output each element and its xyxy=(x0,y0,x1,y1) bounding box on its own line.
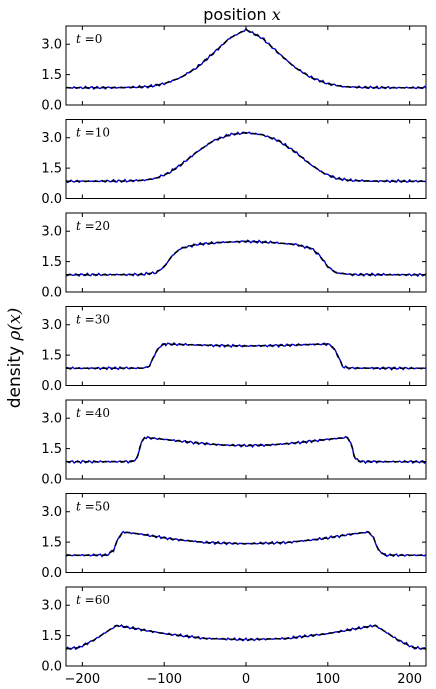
time-label: t =20 xyxy=(76,219,110,233)
y-tick-label: 3.0 xyxy=(41,131,62,146)
time-label: t =30 xyxy=(76,313,110,327)
y-tick-label: 0.0 xyxy=(41,473,62,488)
density-curve-simulation xyxy=(65,239,427,278)
x-tick-label: 200 xyxy=(397,672,422,687)
panel-5: 0.0 1.5 3.0 t =50 xyxy=(41,493,427,581)
y-axis-label: density ρ(x) xyxy=(5,308,25,409)
y-tick-label: 1.5 xyxy=(41,536,62,551)
y-tick-label: 1.5 xyxy=(41,349,62,364)
time-label: t =10 xyxy=(76,126,110,140)
y-tick-label: 0.0 xyxy=(41,99,62,114)
y-tick-label: 1.5 xyxy=(41,162,62,177)
y-tick-label: 3.0 xyxy=(41,225,62,240)
density-curve-theory xyxy=(66,531,426,557)
y-tick-label: 0.0 xyxy=(41,660,62,675)
y-tick-label: 1.5 xyxy=(41,442,62,457)
y-tick-label: 1.5 xyxy=(41,255,62,270)
time-label: t =60 xyxy=(76,593,110,607)
time-label: t =50 xyxy=(76,500,110,514)
time-label: t =40 xyxy=(76,406,110,420)
density-curve-theory xyxy=(66,28,426,89)
y-tick-label: 3.0 xyxy=(41,505,62,520)
panel-2: 0.0 1.5 3.0 t =20 xyxy=(41,212,427,301)
panel-frame xyxy=(65,493,427,573)
x-tick-label: 100 xyxy=(315,672,340,687)
y-tick-label: 0.0 xyxy=(41,379,62,394)
panel-frame xyxy=(65,399,427,480)
panel-frame xyxy=(65,119,427,199)
x-tick-label: −200 xyxy=(65,672,101,687)
density-curve-theory xyxy=(65,624,427,650)
y-tick-label: 0.0 xyxy=(41,192,62,207)
panel-4: 0.0 1.5 3.0 t =40 xyxy=(41,399,427,488)
x-tick-label: 0 xyxy=(242,672,250,687)
density-curve-simulation xyxy=(65,27,427,90)
y-tick-label: 3.0 xyxy=(41,599,62,614)
y-tick-label: 0.0 xyxy=(41,566,62,581)
density-curve-simulation xyxy=(65,435,427,465)
density-curve-theory xyxy=(66,131,426,183)
density-curve-theory xyxy=(66,240,426,276)
time-label: t =0 xyxy=(76,32,102,46)
density-curve-simulation xyxy=(65,342,427,371)
panel-0: 0.0 1.5 3.0 t =0 xyxy=(41,25,427,114)
y-tick-label: 3.0 xyxy=(41,38,62,53)
panel-6: 0.0 1.5 3.0 t =60 xyxy=(41,586,427,675)
panel-1: 0.0 1.5 3.0 t =10 xyxy=(41,119,427,207)
y-tick-label: 1.5 xyxy=(41,68,62,83)
panel-frame xyxy=(65,25,427,106)
y-tick-label: 0.0 xyxy=(41,286,62,301)
y-tick-label: 1.5 xyxy=(41,629,62,644)
density-curve-theory xyxy=(66,436,426,463)
density-curve-simulation xyxy=(65,623,427,651)
top-axis-label: position x xyxy=(203,5,281,24)
panel-frame xyxy=(65,212,427,293)
density-curve-theory xyxy=(66,343,426,370)
x-tick-label: −100 xyxy=(146,672,182,687)
y-tick-label: 3.0 xyxy=(41,318,62,333)
panels-group: 0.0 1.5 3.0 t =0 0.0 1.5 3.0 t =10 0.0 1.5 3.0 t =2… xyxy=(41,25,427,687)
panel-3: 0.0 1.5 3.0 t =30 xyxy=(41,306,427,394)
y-tick-label: 3.0 xyxy=(41,412,62,427)
density-curve-simulation xyxy=(65,131,427,184)
